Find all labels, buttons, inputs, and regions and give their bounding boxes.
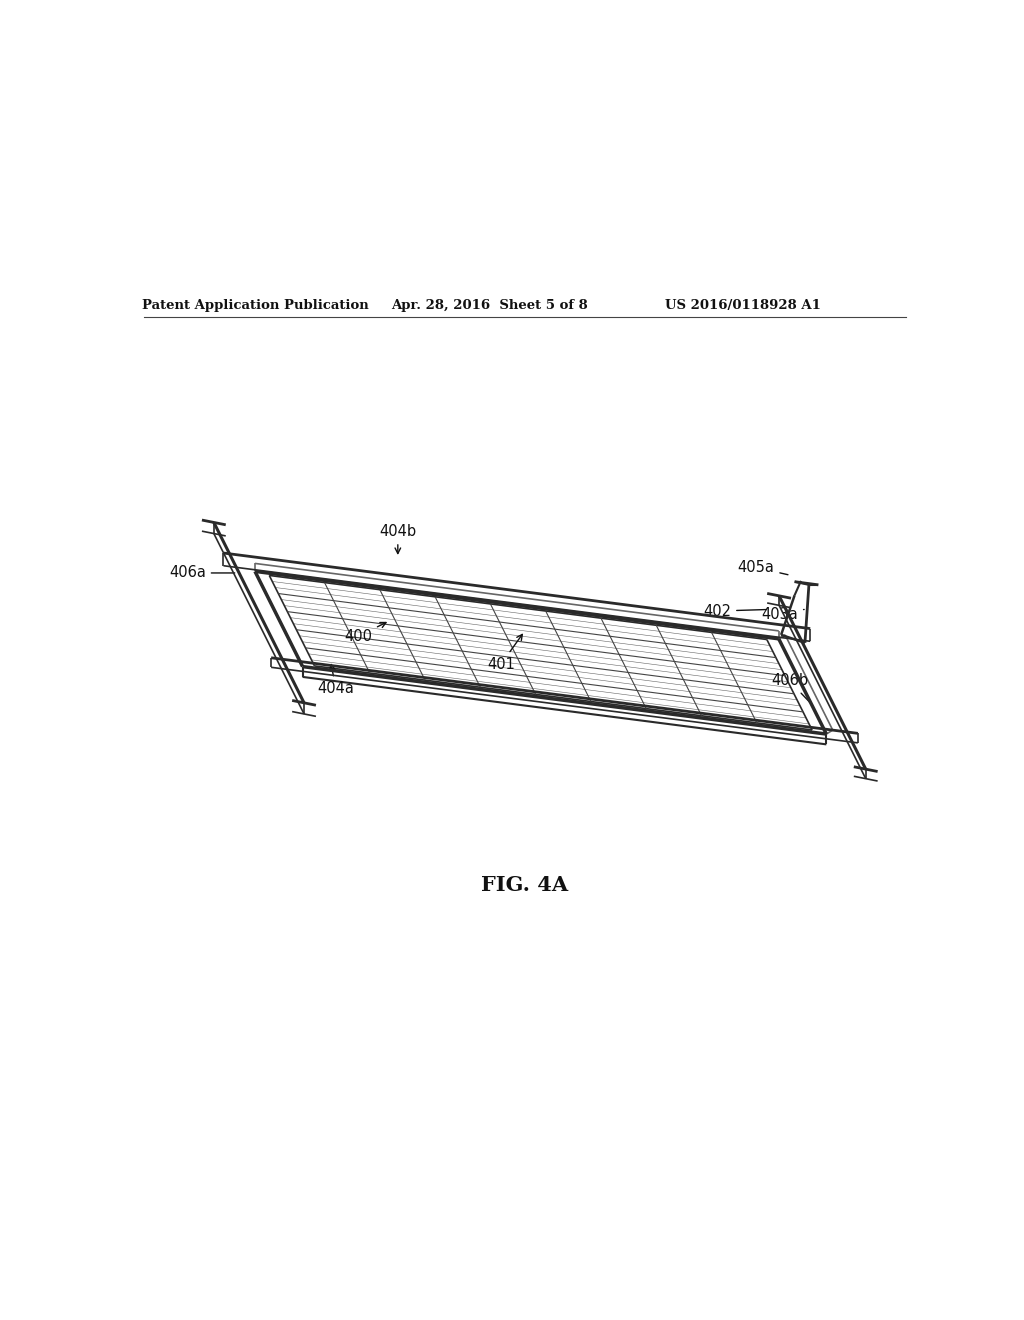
Text: 405a: 405a [737,560,787,576]
Text: 403a: 403a [761,607,804,622]
Text: 406a: 406a [169,565,234,581]
Text: 404b: 404b [379,524,417,553]
Text: 406b: 406b [771,673,810,702]
Text: US 2016/0118928 A1: US 2016/0118928 A1 [666,300,821,312]
Text: Apr. 28, 2016  Sheet 5 of 8: Apr. 28, 2016 Sheet 5 of 8 [391,300,588,312]
Text: Patent Application Publication: Patent Application Publication [141,300,369,312]
Text: 400: 400 [344,623,386,644]
Text: 402: 402 [703,603,766,619]
Text: 404a: 404a [317,664,354,697]
Text: FIG. 4A: FIG. 4A [481,875,568,895]
Text: 401: 401 [487,635,522,672]
